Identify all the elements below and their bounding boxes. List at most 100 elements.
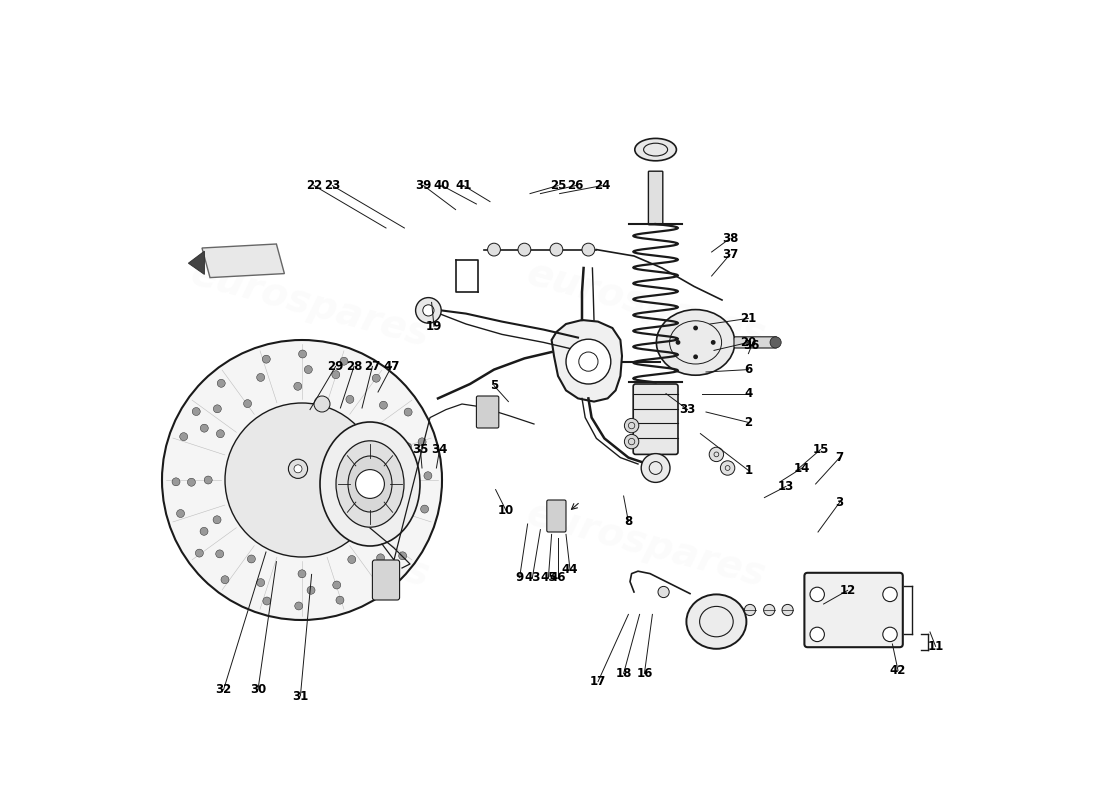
Circle shape [376, 554, 385, 562]
Circle shape [217, 430, 224, 438]
Circle shape [307, 586, 315, 594]
Text: 29: 29 [328, 360, 344, 373]
Circle shape [420, 505, 429, 513]
Text: eurospares: eurospares [522, 494, 770, 594]
Text: 42: 42 [890, 664, 906, 677]
Circle shape [295, 602, 302, 610]
Ellipse shape [320, 422, 420, 546]
Text: 45: 45 [540, 571, 557, 584]
Circle shape [332, 581, 341, 589]
Circle shape [404, 442, 411, 450]
Text: 21: 21 [740, 312, 757, 325]
Circle shape [226, 403, 380, 557]
Circle shape [566, 339, 610, 384]
Circle shape [379, 401, 387, 409]
Circle shape [298, 350, 307, 358]
Circle shape [162, 340, 442, 620]
Text: 40: 40 [433, 179, 450, 192]
Circle shape [213, 405, 221, 413]
Text: 14: 14 [794, 462, 811, 474]
Text: 31: 31 [293, 690, 308, 702]
Circle shape [693, 326, 698, 330]
Circle shape [288, 459, 308, 478]
Circle shape [200, 424, 208, 432]
Polygon shape [202, 244, 285, 278]
Circle shape [382, 518, 389, 526]
Circle shape [256, 374, 265, 382]
Text: 7: 7 [836, 451, 844, 464]
FancyBboxPatch shape [734, 337, 778, 348]
Text: eurospares: eurospares [522, 254, 770, 354]
Circle shape [243, 400, 252, 408]
Text: eurospares: eurospares [186, 254, 433, 354]
FancyBboxPatch shape [804, 573, 903, 647]
Text: 17: 17 [590, 675, 606, 688]
Circle shape [422, 305, 435, 316]
Circle shape [176, 510, 185, 518]
Text: 12: 12 [839, 584, 856, 597]
Text: 43: 43 [525, 571, 540, 584]
Circle shape [658, 586, 669, 598]
Text: 23: 23 [324, 179, 341, 192]
Circle shape [625, 434, 639, 449]
Circle shape [221, 576, 229, 584]
Text: 46: 46 [550, 571, 566, 584]
Circle shape [263, 597, 271, 605]
Circle shape [404, 408, 412, 416]
Circle shape [625, 418, 639, 433]
Circle shape [711, 340, 716, 345]
Circle shape [294, 382, 301, 390]
Circle shape [376, 574, 385, 582]
Circle shape [192, 407, 200, 415]
Circle shape [205, 476, 212, 484]
Circle shape [883, 627, 898, 642]
Text: 22: 22 [306, 179, 322, 192]
Circle shape [810, 627, 824, 642]
Text: 10: 10 [498, 504, 514, 517]
Circle shape [582, 243, 595, 256]
Text: 15: 15 [812, 443, 828, 456]
Text: 26: 26 [568, 179, 584, 192]
Text: 44: 44 [562, 563, 579, 576]
Circle shape [298, 570, 306, 578]
Circle shape [200, 527, 208, 535]
Text: 1: 1 [745, 464, 752, 477]
Circle shape [216, 550, 223, 558]
Text: 5: 5 [490, 379, 498, 392]
FancyBboxPatch shape [648, 171, 663, 225]
Circle shape [262, 355, 271, 363]
Circle shape [710, 447, 724, 462]
FancyBboxPatch shape [547, 500, 567, 532]
Ellipse shape [686, 594, 747, 649]
Circle shape [348, 555, 355, 563]
Circle shape [305, 366, 312, 374]
Circle shape [398, 552, 407, 560]
Text: 30: 30 [250, 683, 266, 696]
Circle shape [256, 578, 265, 586]
Text: eurospares: eurospares [186, 494, 433, 594]
Text: 41: 41 [455, 179, 472, 192]
FancyBboxPatch shape [634, 384, 678, 454]
Text: 37: 37 [722, 248, 738, 261]
Text: 47: 47 [384, 360, 399, 373]
Circle shape [720, 461, 735, 475]
Text: 34: 34 [431, 443, 448, 456]
Circle shape [172, 478, 180, 486]
Ellipse shape [348, 456, 392, 512]
Text: 32: 32 [216, 683, 232, 696]
Text: 18: 18 [615, 667, 631, 680]
Circle shape [641, 454, 670, 482]
Circle shape [693, 354, 698, 359]
Text: 4: 4 [745, 387, 752, 400]
Ellipse shape [635, 138, 676, 161]
Circle shape [883, 587, 898, 602]
Circle shape [487, 243, 500, 256]
Circle shape [675, 340, 681, 345]
Text: 19: 19 [426, 320, 442, 333]
Circle shape [196, 549, 204, 557]
Circle shape [314, 396, 330, 412]
Text: 28: 28 [345, 360, 362, 373]
Circle shape [392, 484, 399, 492]
Circle shape [332, 370, 340, 378]
Polygon shape [551, 320, 622, 402]
